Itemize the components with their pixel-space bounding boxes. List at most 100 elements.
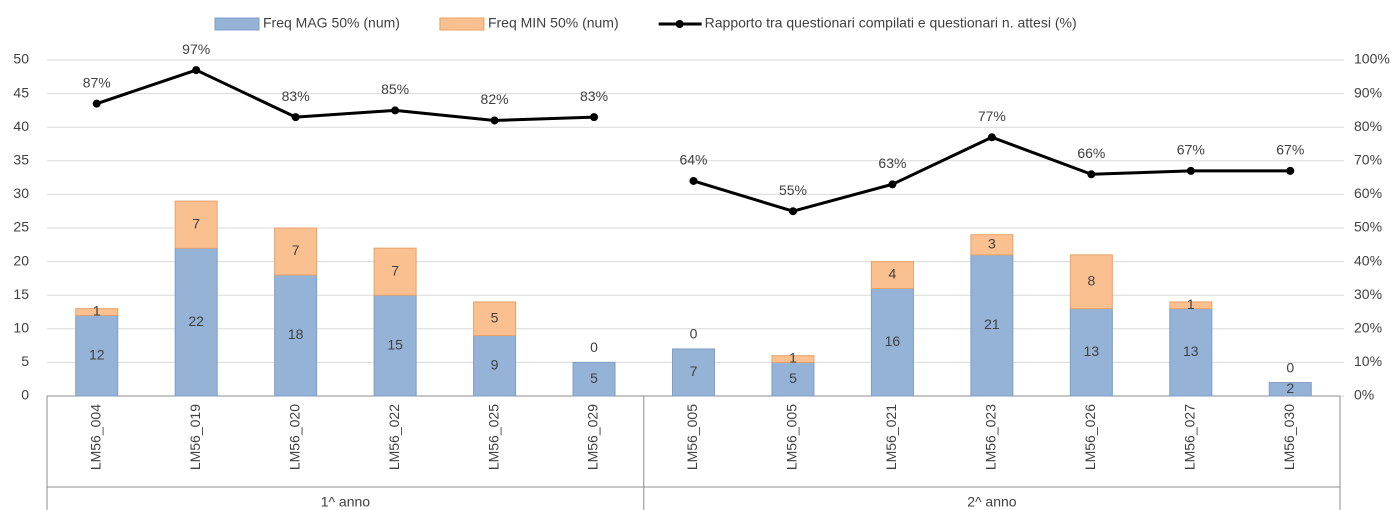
data-label: 63%	[878, 155, 906, 171]
legend-swatch	[439, 17, 485, 31]
data-label: 5	[789, 370, 797, 386]
y-tick-label: 30	[13, 185, 29, 201]
data-label: 18	[288, 326, 304, 342]
line-marker	[192, 66, 201, 75]
x-tick-label: LM56_004	[87, 404, 103, 470]
data-label: 21	[984, 316, 1000, 332]
data-label: 13	[1084, 343, 1100, 359]
line-marker	[291, 113, 300, 122]
y-tick-label: 0	[21, 387, 29, 403]
bar	[1169, 308, 1213, 397]
data-label: 64%	[679, 152, 707, 168]
bar	[771, 355, 815, 363]
bar	[1069, 308, 1113, 397]
data-label: 66%	[1077, 145, 1105, 161]
data-label: 55%	[779, 182, 807, 198]
group-label: 1^ anno	[321, 494, 371, 510]
data-label: 13	[1183, 343, 1199, 359]
x-tick-label: LM56_019	[187, 404, 203, 470]
y-tick-label: 50	[13, 51, 29, 67]
x-tick-label: LM56_027	[1182, 404, 1198, 470]
data-label: 4	[889, 266, 897, 282]
data-label: 16	[885, 333, 901, 349]
x-tick-label: LM56_020	[286, 404, 302, 470]
data-label: 87%	[83, 74, 111, 90]
bar	[174, 200, 218, 249]
bar	[75, 314, 119, 397]
x-tick-label: LM56_021	[883, 404, 899, 470]
data-label: 83%	[282, 88, 310, 104]
line	[96, 68, 595, 122]
bar	[870, 287, 914, 397]
x-tick-label: LM56_026	[1082, 404, 1098, 470]
data-label: 1	[93, 303, 101, 319]
x-tick-label: LM56_029	[585, 404, 601, 470]
data-label: 67%	[1276, 142, 1304, 158]
bar	[473, 301, 517, 337]
data-label: 83%	[580, 88, 608, 104]
data-label: 0	[1286, 359, 1294, 375]
line-marker	[1087, 170, 1096, 179]
group-label: 2^ anno	[967, 494, 1017, 510]
x-tick-label: LM56_022	[386, 404, 402, 470]
data-label: 7	[192, 215, 200, 231]
bar	[274, 274, 318, 397]
y2-tick-label: 80%	[1354, 118, 1382, 134]
line-marker	[888, 180, 897, 189]
data-label: 0	[690, 326, 698, 342]
bar	[771, 361, 815, 397]
y-tick-label: 25	[13, 219, 29, 235]
legend-swatch	[214, 17, 260, 31]
data-label: 7	[292, 242, 300, 258]
data-label: 3	[988, 236, 996, 252]
line-marker	[590, 113, 599, 122]
x-tick-label: LM56_025	[485, 404, 501, 470]
y2-tick-label: 100%	[1354, 51, 1390, 67]
data-label: 9	[491, 356, 499, 372]
bar	[373, 247, 417, 296]
bar	[572, 361, 616, 397]
y-tick-label: 10	[13, 320, 29, 336]
legend-label: Rapporto tra questionari compilati e que…	[705, 15, 1077, 31]
y2-tick-label: 50%	[1354, 219, 1382, 235]
bar	[1069, 254, 1113, 310]
line-marker	[1186, 166, 1195, 175]
bar	[1169, 301, 1213, 310]
data-label: 1	[1187, 296, 1195, 312]
line-marker	[391, 106, 400, 115]
data-label: 2	[1286, 380, 1294, 396]
line-marker	[689, 176, 698, 185]
line-marker	[92, 99, 101, 108]
bar	[274, 227, 318, 276]
data-label: 77%	[978, 108, 1006, 124]
y-tick-label: 45	[13, 84, 29, 100]
y2-tick-label: 20%	[1354, 320, 1382, 336]
y-tick-label: 20	[13, 252, 29, 268]
bar	[75, 308, 119, 316]
data-label: 5	[590, 370, 598, 386]
data-label: 5	[491, 309, 499, 325]
x-tick-label: LM56_030	[1281, 404, 1297, 470]
line-marker	[490, 116, 499, 125]
y-tick-label: 5	[21, 353, 29, 369]
bar	[473, 335, 517, 397]
data-label: 15	[387, 336, 403, 352]
data-label: 8	[1087, 272, 1095, 288]
y2-tick-label: 90%	[1354, 84, 1382, 100]
line-marker	[987, 133, 996, 142]
x-tick-label: LM56_023	[983, 404, 999, 470]
data-label: 85%	[381, 81, 409, 97]
y2-tick-label: 70%	[1354, 152, 1382, 168]
y-tick-label: 15	[13, 286, 29, 302]
x-tick-label: LM56_005	[684, 404, 700, 470]
legend-label: Freq MIN 50% (num)	[488, 15, 619, 31]
data-label: 0	[590, 339, 598, 355]
data-label: 67%	[1177, 142, 1205, 158]
legend-marker	[675, 20, 684, 28]
y2-tick-label: 0%	[1354, 387, 1374, 403]
y-tick-label: 35	[13, 152, 29, 168]
data-label: 22	[188, 313, 204, 329]
y-tick-label: 40	[13, 118, 29, 134]
x-tick-label: LM56_005	[784, 404, 800, 470]
